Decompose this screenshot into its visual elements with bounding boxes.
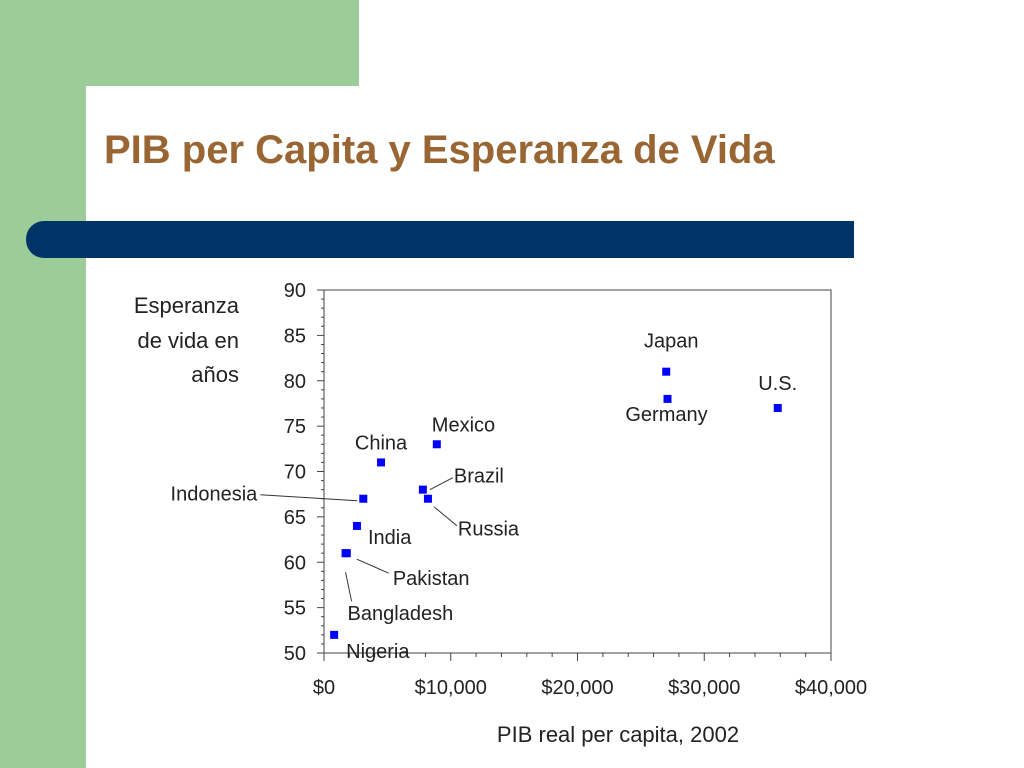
x-tick-label: $30,000 bbox=[668, 677, 740, 699]
y-axis-label-line-3: años bbox=[191, 362, 239, 387]
point-label-nigeria: Nigeria bbox=[346, 641, 410, 663]
accent-bar bbox=[26, 221, 854, 258]
data-point-pakistan bbox=[342, 549, 351, 558]
point-label-russia: Russia bbox=[458, 519, 520, 541]
point-label-brazil: Brazil bbox=[454, 466, 504, 488]
x-tick-label: $0 bbox=[313, 677, 335, 699]
point-label-china: China bbox=[355, 432, 408, 454]
point-label-japan: Japan bbox=[644, 331, 699, 353]
leader-line-russia bbox=[433, 506, 458, 527]
point-label-pakistan: Pakistan bbox=[393, 568, 470, 590]
data-point-russia bbox=[423, 494, 432, 503]
leader-line-brazil bbox=[429, 477, 454, 491]
data-point-brazil bbox=[418, 485, 427, 494]
y-tick-label: 90 bbox=[284, 280, 306, 302]
leader-line-indonesia bbox=[260, 494, 358, 502]
y-tick-label: 80 bbox=[284, 371, 306, 393]
x-tick-label: $10,000 bbox=[415, 677, 487, 699]
point-label-india: India bbox=[368, 527, 412, 549]
content-panel bbox=[86, 86, 1024, 768]
x-tick-label: $20,000 bbox=[541, 677, 613, 699]
slide-title: PIB per Capita y Esperanza de Vida bbox=[104, 128, 775, 172]
point-label-germany: Germany bbox=[625, 404, 707, 426]
data-point-india bbox=[352, 521, 361, 530]
plot-frame bbox=[323, 289, 832, 654]
sidebar-green-left bbox=[0, 0, 86, 768]
point-label-bangladesh: Bangladesh bbox=[348, 603, 454, 625]
x-tick-label: $40,000 bbox=[795, 677, 867, 699]
point-label-indonesia: Indonesia bbox=[171, 484, 259, 506]
y-tick-label: 50 bbox=[284, 643, 306, 665]
y-axis-label-line-1: Esperanza bbox=[134, 293, 240, 318]
y-tick-label: 75 bbox=[284, 416, 306, 438]
y-axis-label-line-2: de vida en bbox=[137, 328, 239, 353]
data-point-china bbox=[377, 458, 386, 467]
leader-line-pakistan bbox=[356, 558, 390, 574]
data-point-u-s bbox=[773, 403, 782, 412]
x-axis-label: PIB real per capita, 2002 bbox=[497, 722, 739, 747]
y-tick-label: 85 bbox=[284, 325, 306, 347]
y-tick-label: 65 bbox=[284, 507, 306, 529]
data-point-mexico bbox=[432, 440, 441, 449]
data-point-japan bbox=[662, 367, 671, 376]
y-tick-label: 55 bbox=[284, 598, 306, 620]
y-axis-label: Esperanza de vida en años bbox=[134, 293, 240, 387]
data-point-nigeria bbox=[330, 630, 339, 639]
leader-line-bangladesh bbox=[345, 572, 353, 602]
y-tick-label: 60 bbox=[284, 552, 306, 574]
data-point-indonesia bbox=[359, 494, 368, 503]
y-tick-label: 70 bbox=[284, 462, 306, 484]
point-label-mexico: Mexico bbox=[432, 414, 495, 436]
point-label-u-s: U.S. bbox=[758, 373, 797, 395]
data-point-germany bbox=[663, 394, 672, 403]
